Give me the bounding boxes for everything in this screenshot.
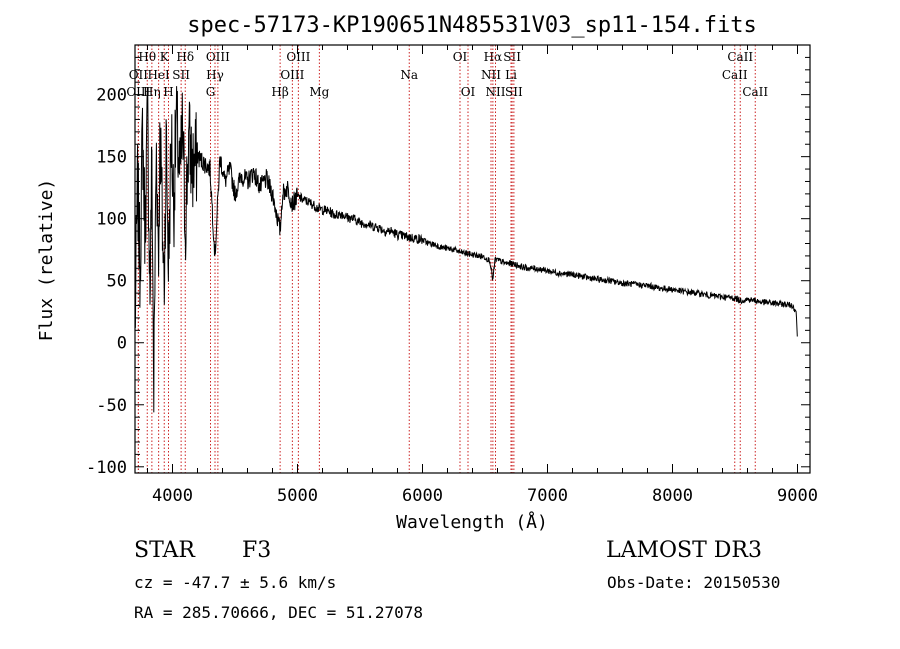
- line-marker-label: Hδ: [176, 50, 194, 64]
- line-marker-label: NII: [486, 85, 506, 99]
- line-marker-label: CaII: [742, 85, 768, 99]
- y-axis-label: Flux (relative): [36, 179, 57, 342]
- x-tick-label: 6000: [402, 486, 443, 506]
- line-marker-label: Na: [400, 68, 418, 82]
- line-marker-label: Li: [505, 68, 517, 82]
- redshift-value: cz = -47.7 ± 5.6 km/s: [134, 573, 337, 592]
- survey-name: LAMOST DR3: [606, 538, 762, 563]
- line-marker-label: OIII: [206, 50, 230, 64]
- line-marker-label: Mg: [309, 85, 329, 99]
- line-marker-label: OI: [461, 85, 476, 99]
- coordinates: RA = 285.70666, DEC = 51.27078: [134, 603, 423, 622]
- y-tick-label: 200: [96, 86, 127, 106]
- obs-date: Obs-Date: 20150530: [607, 573, 781, 592]
- x-tick-label: 5000: [277, 486, 318, 506]
- line-marker-label: SII: [172, 68, 190, 82]
- chart-title: spec-57173-KP190651N485531V03_sp11-154.f…: [187, 13, 757, 38]
- x-tick-label: 4000: [152, 486, 193, 506]
- object-subclass: F3: [242, 538, 272, 563]
- x-axis-label: Wavelength (Å): [396, 511, 548, 533]
- line-marker-label: Hγ: [206, 68, 224, 82]
- x-tick-label: 7000: [527, 486, 568, 506]
- line-marker-label: OIII: [126, 85, 150, 99]
- line-marker-label: Hη: [143, 85, 161, 99]
- object-class: STAR: [134, 538, 195, 563]
- spectrum-series: [134, 86, 798, 413]
- line-marker-label: K: [160, 50, 170, 64]
- line-marker-label: HeI: [147, 68, 170, 82]
- y-tick-label: 50: [107, 272, 127, 292]
- line-marker-label: OIII: [280, 68, 304, 82]
- line-marker-label: H: [163, 85, 173, 99]
- line-marker-label: Hα: [484, 50, 503, 64]
- line-marker-label: Hθ: [138, 50, 156, 64]
- line-marker-label: CaII: [727, 50, 753, 64]
- line-marker-label: CaII: [722, 68, 748, 82]
- x-tick-label: 9000: [777, 486, 818, 506]
- line-marker-label: NII: [481, 68, 501, 82]
- y-tick-label: 0: [117, 334, 127, 354]
- y-tick-label: -100: [86, 458, 127, 478]
- line-marker-label: OI: [453, 50, 468, 64]
- axis-ticks: 4000 5000 6000 7000 8000 9000 -100 -50 0 50 100 150…: [86, 44, 818, 506]
- plot-frame: [134, 44, 811, 474]
- y-tick-label: -50: [96, 396, 127, 416]
- line-marker-label: SII: [505, 85, 523, 99]
- line-marker-label: Hβ: [271, 85, 288, 99]
- x-tick-label: 8000: [652, 486, 693, 506]
- line-marker-label: OIII: [286, 50, 310, 64]
- y-tick-label: 150: [96, 148, 127, 168]
- line-marker-label: OII: [129, 68, 149, 82]
- spectrum-line: [134, 86, 798, 413]
- line-marker-label: SII: [503, 50, 521, 64]
- line-marker-label: G: [206, 85, 216, 99]
- y-tick-label: 100: [96, 210, 127, 230]
